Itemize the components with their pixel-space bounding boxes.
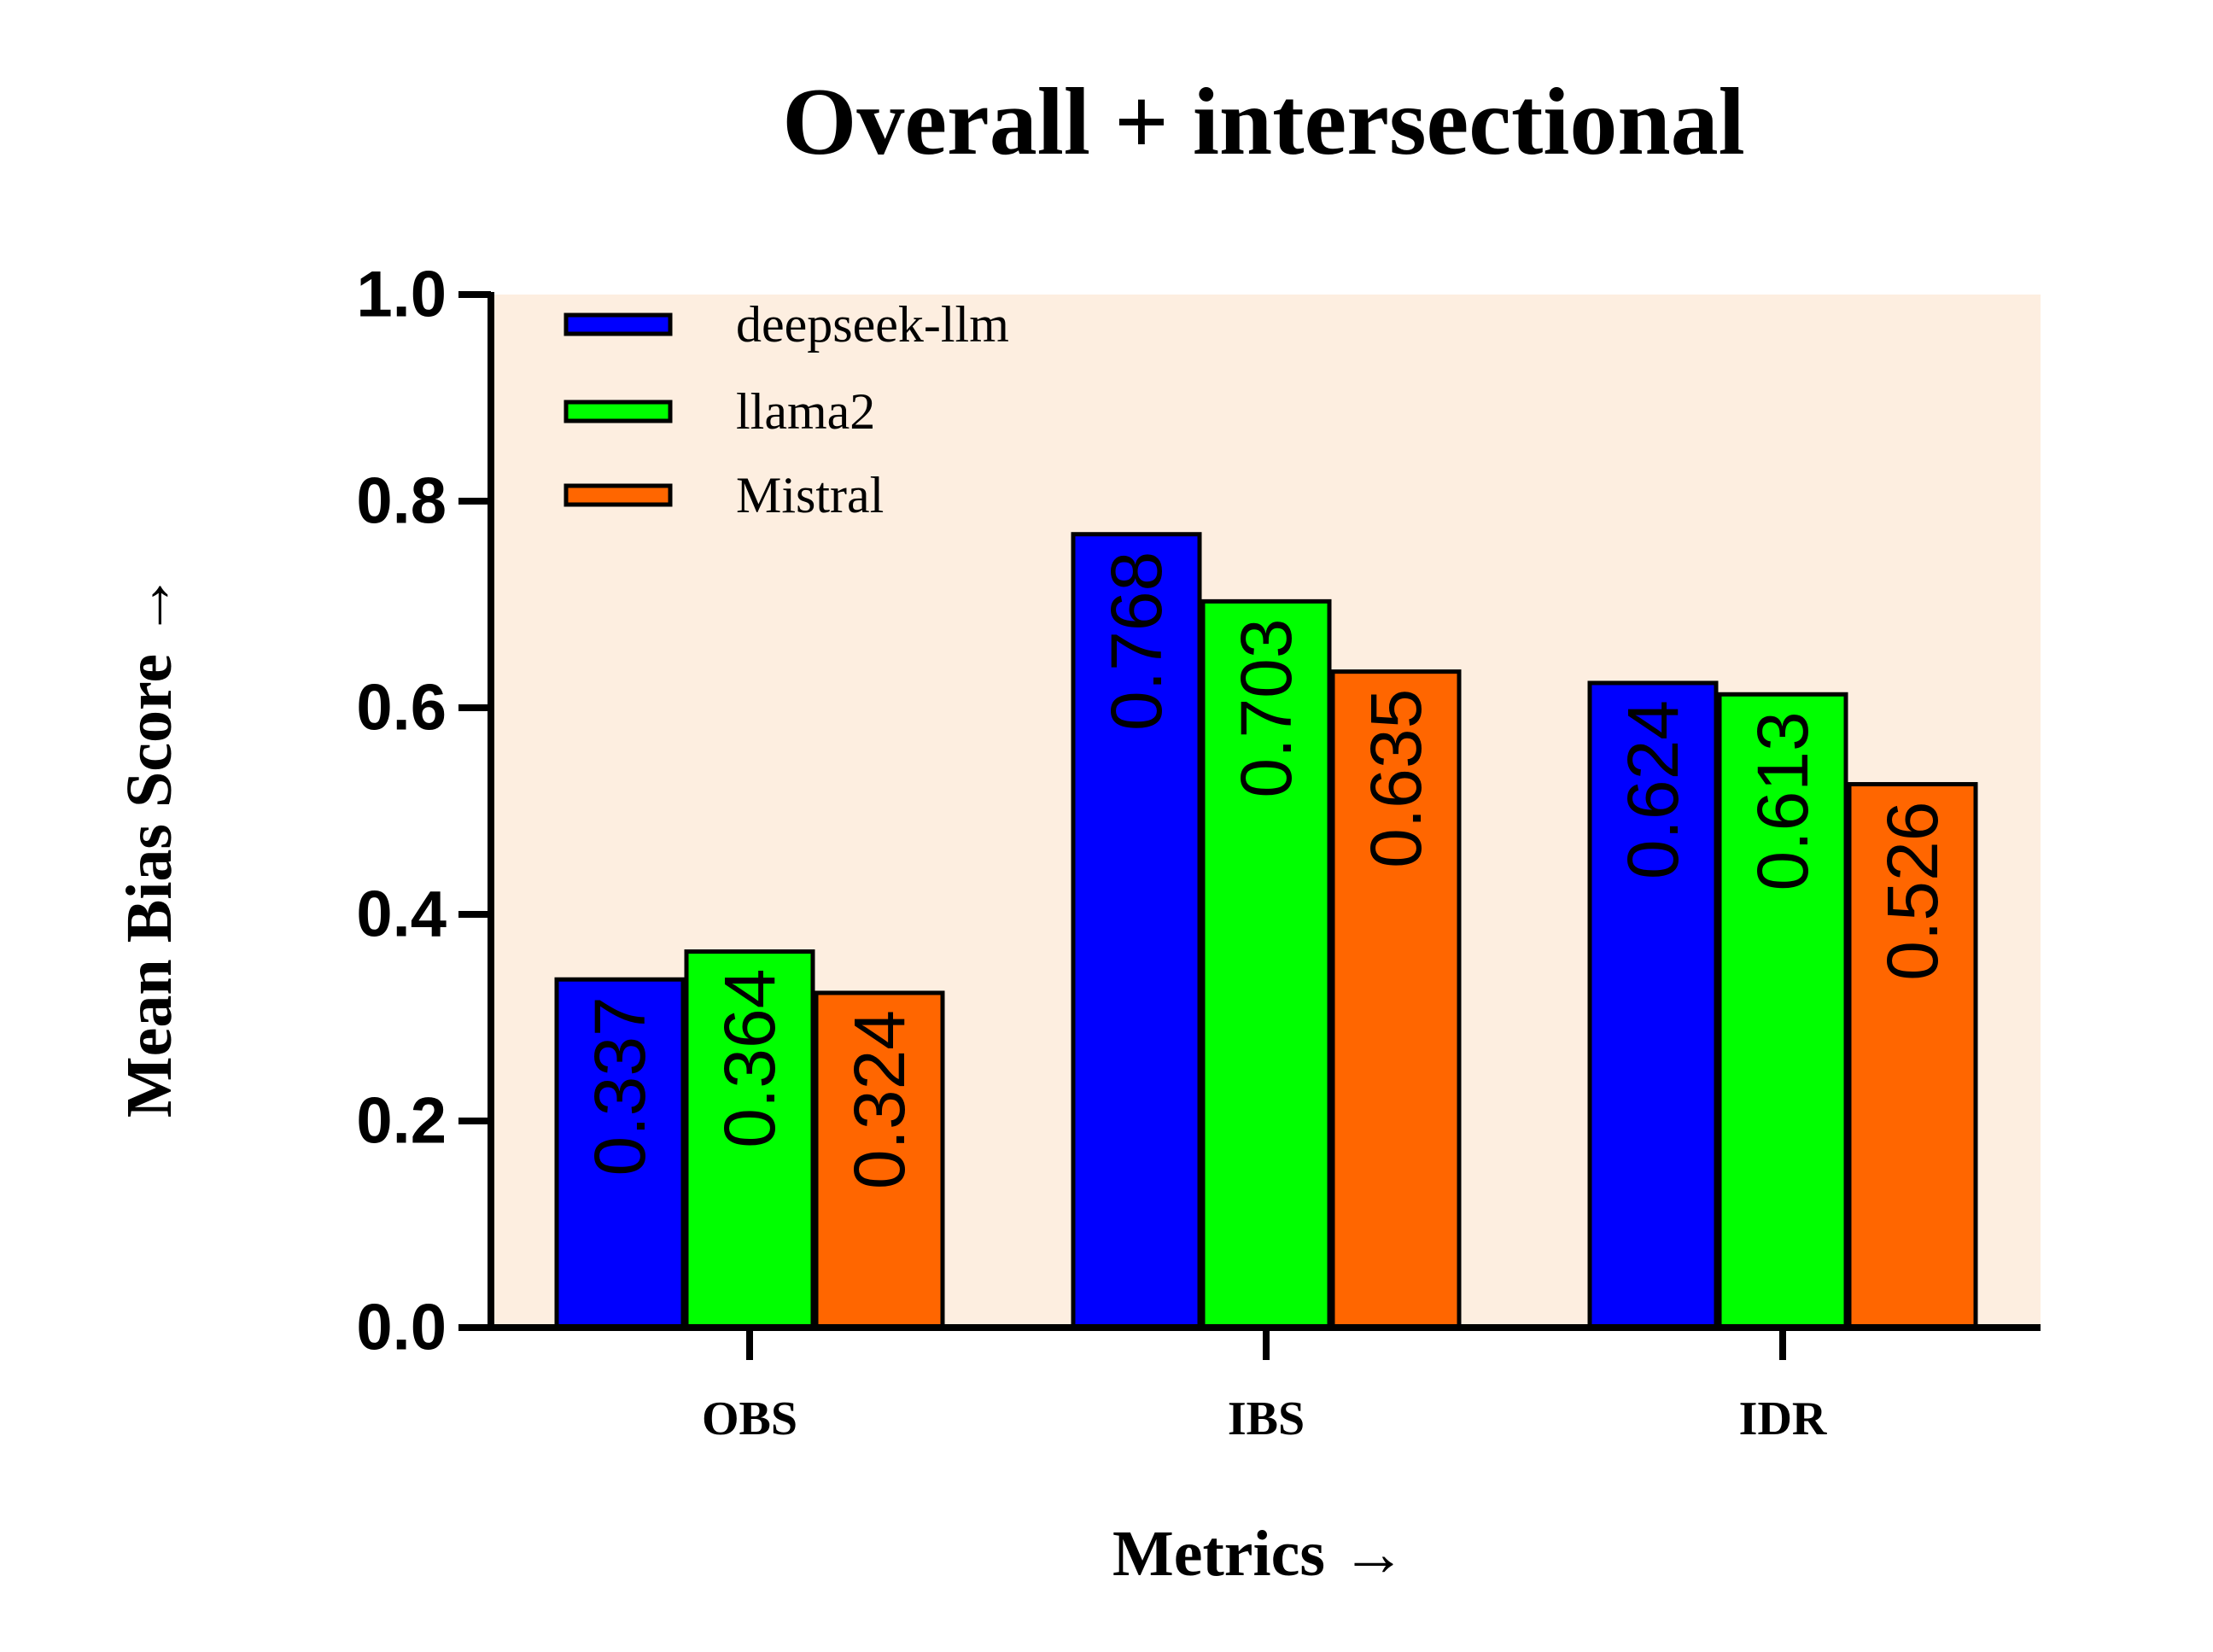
legend-label-mistral: Mistral: [736, 467, 884, 523]
bar-value-label: 0.324: [839, 1010, 920, 1189]
bar-value-label: 0.768: [1096, 552, 1177, 731]
y-tick-label: 0.4: [356, 879, 447, 951]
x-tick-label: IBS: [1228, 1392, 1305, 1445]
bar-value-label: 0.624: [1613, 700, 1693, 879]
bar-value-label: 0.526: [1872, 802, 1953, 981]
legend-swatch-llama2: [563, 400, 673, 423]
legend-label-deepseek-llm: deepseek-llm: [736, 296, 1009, 353]
bar-value-label: 0.635: [1356, 689, 1436, 868]
bar-deepseek-llm-idr: [1587, 680, 1719, 1330]
bar-deepseek-llm-obs: [554, 977, 686, 1330]
bar-llama2-idr: [1717, 692, 1848, 1330]
x-tick-label: IDR: [1739, 1392, 1827, 1445]
y-tick-label: 1.0: [356, 259, 447, 331]
bars-group: [554, 532, 1978, 1330]
bar-value-label: 0.613: [1743, 711, 1823, 890]
y-axis-label: Mean Bias Score →: [114, 573, 185, 1118]
chart-title: Overall + intersectional: [782, 69, 1745, 175]
bar-mistral-idr: [1847, 782, 1978, 1330]
legend-swatch-mistral: [563, 483, 673, 507]
y-tick-label: 0.0: [356, 1292, 447, 1364]
x-tick-label: OBS: [702, 1392, 797, 1445]
legend: deepseek-llm llama2 Mistral: [563, 296, 1009, 523]
y-tick-label: 0.8: [356, 465, 447, 538]
bar-mistral-obs: [814, 990, 945, 1330]
ticks-group: 0.0 0.2 0.4 0.6 0.8 1.0 OBS IBS IDR: [356, 259, 1827, 1446]
bar-llama2-obs: [684, 949, 815, 1330]
bar-value-label: 0.703: [1226, 618, 1306, 797]
bar-labels-group: 0.337 0.364 0.324 0.768 0.703 0.635 0.624 0.613…: [580, 552, 1953, 1189]
bar-value-label: 0.337: [580, 996, 660, 1176]
y-tick-label: 0.2: [356, 1085, 447, 1158]
legend-swatch-deepseek-llm: [563, 312, 673, 336]
bar-value-label: 0.364: [709, 969, 790, 1148]
x-axis-label: Metrics →: [1112, 1518, 1406, 1590]
legend-label-llama2: llama2: [736, 383, 875, 440]
y-tick-label: 0.6: [356, 672, 447, 744]
